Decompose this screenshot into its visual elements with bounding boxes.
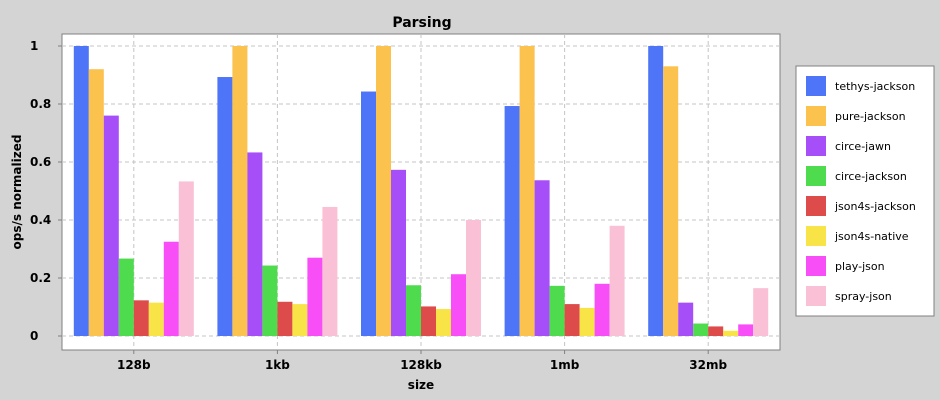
bars (73, 46, 769, 337)
bar-json4s-native (579, 307, 595, 336)
y-tick-label: 0.8 (30, 97, 51, 111)
legend: tethys-jackson pure-jackson circe-jawn circ… (795, 65, 935, 317)
bar-tethys-jackson (217, 77, 233, 336)
legend-swatch (806, 166, 826, 186)
x-tick-label: 32mb (689, 358, 727, 372)
bar-pure-jackson (663, 66, 679, 337)
y-tick-label: 0.2 (30, 271, 51, 285)
bar-json4s-native (148, 302, 164, 336)
chart-title: Parsing (392, 15, 451, 31)
legend-swatch (806, 76, 826, 96)
bar-circe-jawn (678, 302, 694, 336)
bar-json4s-jackson (564, 304, 580, 336)
bar-play-json (738, 324, 754, 336)
bar-pure-jackson (232, 46, 248, 336)
legend-swatch (806, 196, 826, 216)
bar-circe-jackson (406, 285, 421, 336)
bar-circe-jawn (391, 169, 406, 336)
legend-box (795, 65, 935, 317)
legend-label: play-json (835, 260, 885, 273)
bar-json4s-jackson (277, 301, 293, 336)
legend-label: tethys-jackson (835, 80, 915, 93)
legend-swatch (806, 136, 826, 156)
bar-pure-jackson (88, 69, 104, 336)
legend-label: circe-jawn (835, 140, 891, 153)
bar-tethys-jackson (504, 106, 520, 336)
legend-label: json4s-native (834, 230, 909, 243)
bar-play-json (594, 283, 610, 336)
legend-swatch (806, 106, 826, 126)
x-tick-label: 1mb (550, 358, 580, 372)
x-tick-label: 1kb (265, 358, 290, 372)
y-tick-label: 0.4 (30, 213, 51, 227)
bar-json4s-native (436, 309, 451, 336)
bar-circe-jackson (118, 258, 134, 336)
bar-spray-json (753, 288, 769, 336)
x-tick-label: 128kb (400, 358, 442, 372)
bar-tethys-jackson (361, 91, 376, 336)
legend-swatch (806, 256, 826, 276)
legend-label: pure-jackson (835, 110, 906, 123)
bar-tethys-jackson (648, 46, 664, 336)
bar-json4s-native (723, 330, 739, 336)
y-tick-label: 1 (30, 39, 38, 53)
bar-play-json (307, 257, 323, 336)
bar-json4s-jackson (133, 300, 149, 336)
legend-label: spray-json (835, 290, 892, 303)
bar-tethys-jackson (73, 46, 89, 336)
bar-spray-json (609, 225, 625, 336)
y-tick-label: 0 (30, 329, 38, 343)
bar-json4s-jackson (421, 306, 436, 336)
bar-spray-json (322, 206, 338, 336)
legend-label: circe-jackson (835, 170, 907, 183)
legend-label: json4s-jackson (834, 200, 916, 213)
bar-circe-jackson (693, 323, 709, 336)
bar-circe-jackson (262, 265, 278, 336)
y-axis-label: ops/s normalized (10, 135, 24, 250)
legend-swatch (806, 286, 826, 306)
bar-circe-jawn (534, 180, 550, 336)
bar-spray-json (466, 220, 481, 336)
bar-json4s-jackson (708, 326, 724, 336)
bar-play-json (163, 241, 179, 336)
bar-circe-jawn (103, 115, 119, 336)
bar-spray-json (178, 181, 194, 336)
y-tick-label: 0.6 (30, 155, 51, 169)
bar-circe-jawn (247, 152, 263, 336)
bar-play-json (451, 274, 466, 336)
bar-pure-jackson (376, 46, 391, 336)
y-axis-ticks: 0 0.2 0.4 0.6 0.8 1 (30, 39, 62, 343)
bar-pure-jackson (519, 46, 535, 336)
bar-circe-jackson (549, 285, 565, 336)
x-axis-label: size (408, 378, 434, 392)
legend-swatch (806, 226, 826, 246)
x-axis-ticks: 128b 1kb 128kb 1mb 32mb (117, 350, 728, 372)
x-tick-label: 128b (117, 358, 151, 372)
bar-json4s-native (292, 304, 308, 336)
